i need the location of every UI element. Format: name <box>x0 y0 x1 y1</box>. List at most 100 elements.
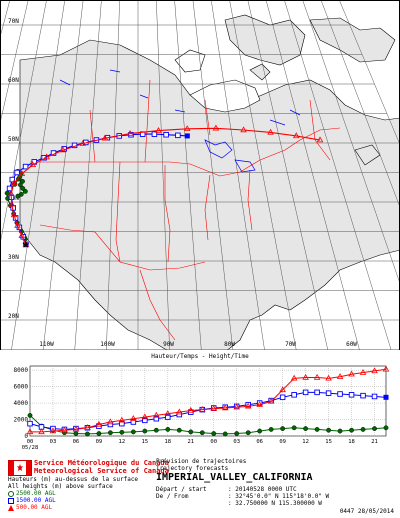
circle-icon <box>8 490 14 497</box>
trajectory-point <box>176 408 183 415</box>
trajectory-point <box>302 389 309 396</box>
y-tick-label: 4000 <box>14 400 29 407</box>
trajectory-point <box>268 427 274 432</box>
trajectory-point <box>316 136 324 143</box>
trajectory-point <box>382 365 390 372</box>
trajectory-point <box>267 128 274 135</box>
water-features <box>59 69 301 173</box>
location-name: IMPERIAL_VALLEY_CALIFORNIA <box>156 472 313 483</box>
trajectory-point <box>59 146 67 153</box>
trajectory-50000 <box>7 124 324 247</box>
trajectory-point <box>7 190 15 196</box>
trajectory-point <box>383 425 389 431</box>
trajectory-point <box>119 420 125 427</box>
x-tick-label: 12 <box>119 439 126 445</box>
trajectory-point <box>141 413 149 420</box>
trajectory-point <box>222 431 228 437</box>
trajectory-point <box>314 389 320 396</box>
trajectory-point <box>14 221 21 228</box>
trajectory-point <box>291 425 297 431</box>
trajectory-point <box>326 427 331 433</box>
x-tick-label: 18 <box>164 439 171 445</box>
trajectory-point <box>348 392 355 398</box>
y-tick-label: 6000 <box>14 384 29 391</box>
trajectory-point <box>371 367 378 374</box>
lon-label: 100W <box>100 341 115 348</box>
trajectory-point <box>221 404 229 411</box>
trajectory-point <box>245 430 251 436</box>
agency-name-fr: Service Météorologique du Canada <box>34 459 169 467</box>
trajectory-point <box>187 406 195 413</box>
trajectory-point <box>107 430 113 436</box>
trajectory-point <box>164 410 172 416</box>
map-grid <box>0 0 400 352</box>
trajectory-point <box>29 161 37 168</box>
trajectory-point <box>130 419 137 425</box>
trajectory-point <box>279 386 286 393</box>
trajectory-point <box>371 393 378 400</box>
trajectory-line <box>10 127 321 245</box>
trajectory-point <box>72 425 80 432</box>
origin-star-icon <box>22 240 30 248</box>
trajectory-point <box>73 431 79 436</box>
x-tick-label: 00 <box>210 439 217 445</box>
trajectory-point <box>18 170 26 176</box>
trajectory-point <box>336 373 344 379</box>
forecast-title-fr: Prévision de trajectoires <box>156 458 247 465</box>
trajectory-point <box>210 405 218 412</box>
trajectory-point <box>240 126 247 133</box>
trajectory-point <box>49 427 57 434</box>
trajectory-point <box>290 374 298 381</box>
trajectory-point <box>244 402 252 409</box>
trajectory-point <box>27 420 33 427</box>
trajectory-point <box>314 427 320 432</box>
agency-name-en: Meteorological Service of Canada <box>34 467 169 475</box>
trajectory-point <box>85 431 90 437</box>
x-tick-label: 09 <box>96 439 103 445</box>
square-icon <box>8 497 14 504</box>
chart-title: Hauteur/Temps - Height/Time <box>151 353 249 360</box>
trajectory-point <box>165 414 171 420</box>
trajectory-point <box>155 126 162 133</box>
trajectory-point <box>234 431 240 436</box>
x-tick-label: 00 <box>27 439 34 445</box>
legend-item-500: 500.00 AGL <box>8 504 56 511</box>
footer-panel: Service Météorologique du Canada Meteoro… <box>6 456 396 516</box>
trajectory-point <box>96 431 102 436</box>
legend-item-1500: 1500.00 AGL <box>8 497 56 504</box>
trajectory-point <box>126 129 134 136</box>
chart-series <box>26 365 390 437</box>
trajectory-point <box>151 131 158 137</box>
x-tick-label: 21 <box>371 439 378 445</box>
trajectory-point <box>360 427 366 432</box>
x-tick-label: 03 <box>233 439 240 445</box>
lon-label: 60W <box>346 341 357 348</box>
trajectory-point <box>183 125 191 132</box>
series-point <box>383 394 389 400</box>
trajectory-point <box>257 428 263 434</box>
trajectory-point <box>360 392 366 399</box>
trajectory-point <box>8 200 16 207</box>
y-tick-label: 0 <box>24 433 28 440</box>
height-time-chart: Hauteur/Temps - Height/Time 8000 6000 4000… <box>0 350 400 450</box>
trajectory-point <box>175 132 181 139</box>
trajectory-point <box>15 193 21 199</box>
trajectory-point <box>292 132 300 139</box>
political-borders <box>30 79 341 341</box>
trajectory-point <box>211 431 217 436</box>
depart-value: : 20140528 0000 UTC <box>228 486 297 493</box>
lon-label: 110W <box>39 341 54 348</box>
trajectory-point <box>313 373 321 380</box>
from-value-dms: : 32°45'0.0" N 115°18'0.0" W <box>228 493 330 500</box>
trajectory-point <box>256 401 263 407</box>
trajectory-point <box>280 426 286 431</box>
trajectory-point <box>372 426 377 431</box>
lat-label: 20N <box>8 313 19 320</box>
trajectory-point <box>291 392 297 398</box>
trajectory-point <box>325 390 332 396</box>
trajectory-point <box>10 179 18 186</box>
trajectory-point <box>14 169 20 176</box>
trajectory-point <box>199 430 205 436</box>
trajectory-point <box>9 176 16 183</box>
trajectory-point <box>302 373 309 380</box>
